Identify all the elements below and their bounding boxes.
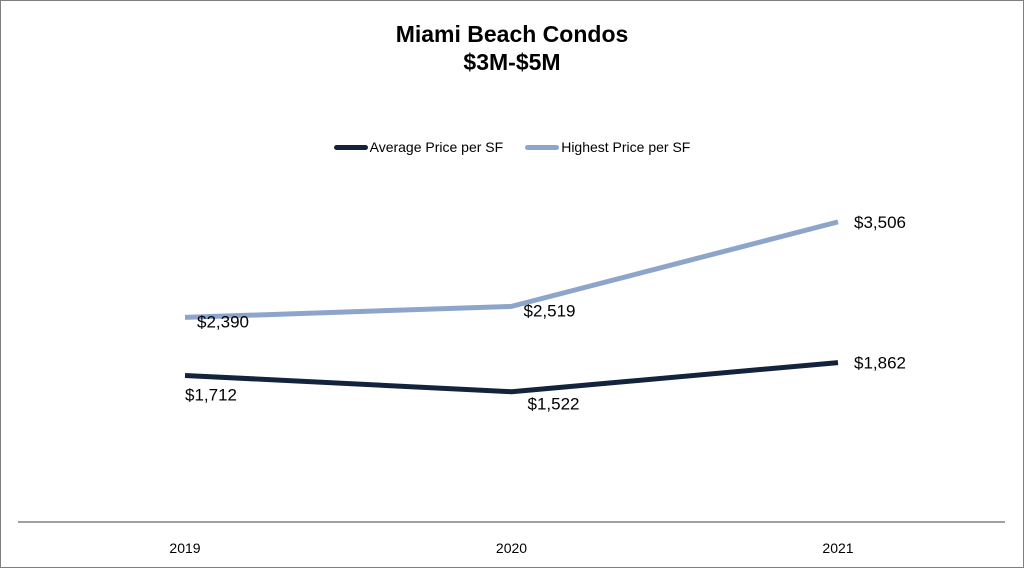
chart-title: Miami Beach Condos $3M-$5M <box>0 20 1024 76</box>
data-label-highest-2020: $2,519 <box>524 301 576 320</box>
x-tick-label-2021: 2021 <box>822 540 853 556</box>
data-label-highest-2021: $3,506 <box>854 213 906 232</box>
data-label-average-2020: $1,522 <box>528 395 580 414</box>
x-tick-label-2020: 2020 <box>496 540 527 556</box>
series-line-highest <box>184 219 839 320</box>
legend-swatch-average <box>333 144 368 150</box>
legend-label-highest: Highest Price per SF <box>561 139 691 155</box>
chart-title-line-2: $3M-$5M <box>463 49 561 75</box>
x-tick-label-2019: 2019 <box>169 540 200 556</box>
chart-legend: Average Price per SF Highest Price per S… <box>0 137 1024 157</box>
legend-item-highest: Highest Price per SF <box>525 139 690 155</box>
chart-title-line-1: Miami Beach Condos <box>395 21 629 47</box>
legend-swatch-highest <box>525 144 560 150</box>
series-line-average <box>184 360 839 395</box>
data-label-average-2019: $1,712 <box>185 385 237 404</box>
data-label-highest-2019: $2,390 <box>197 312 249 331</box>
data-label-average-2021: $1,862 <box>854 354 906 373</box>
legend-item-average: Average Price per SF <box>333 139 504 155</box>
legend-label-average: Average Price per SF <box>369 139 504 155</box>
